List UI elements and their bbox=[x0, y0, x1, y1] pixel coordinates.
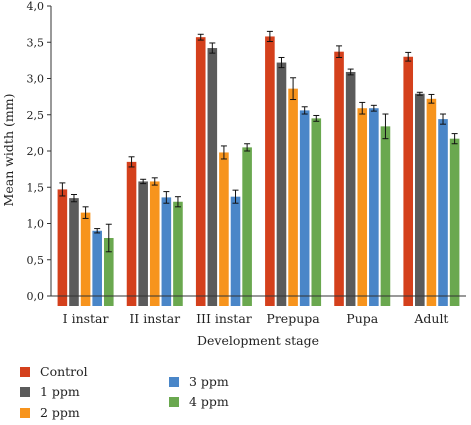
bar-3-ppm-ii-instar bbox=[161, 197, 172, 306]
legend-label: 2 ppm bbox=[40, 405, 80, 420]
legend-label: 1 ppm bbox=[40, 384, 80, 399]
legend-swatch bbox=[20, 387, 30, 397]
bar-2-ppm-prepupa bbox=[288, 88, 298, 307]
legend-label: 4 ppm bbox=[189, 394, 229, 409]
bar-1-ppm-prepupa bbox=[276, 62, 287, 306]
legend-swatch bbox=[20, 367, 30, 377]
legend-item: 1 ppm bbox=[20, 384, 80, 399]
x-axis-title: Development stage bbox=[197, 333, 319, 348]
error-bar bbox=[405, 51, 412, 62]
bar-2-ppm-iii-instar bbox=[219, 152, 229, 306]
bar-3-ppm-prepupa bbox=[299, 110, 310, 307]
bar-2-ppm-adult bbox=[426, 98, 437, 306]
legend-swatch bbox=[169, 397, 179, 407]
y-axis-title: Mean width (mm) bbox=[1, 94, 16, 207]
error-bar bbox=[428, 93, 435, 104]
error-bar bbox=[128, 156, 135, 168]
error-bar bbox=[163, 191, 170, 204]
error-bar bbox=[313, 114, 320, 122]
error-bar bbox=[105, 223, 112, 253]
error-bar bbox=[70, 194, 77, 203]
error-bar bbox=[174, 196, 181, 208]
y-tick-label: 0,0 bbox=[27, 290, 45, 303]
error-bar bbox=[347, 68, 354, 76]
y-tick-label: 2,5 bbox=[27, 109, 45, 122]
legend-item: 4 ppm bbox=[169, 394, 229, 409]
y-tick-label: 1,0 bbox=[27, 218, 45, 231]
bar-control-pupa bbox=[334, 51, 344, 306]
bar-4-ppm-iii-instar bbox=[242, 147, 252, 306]
bar-2-ppm-pupa bbox=[357, 108, 368, 306]
x-category-label: Prepupa bbox=[266, 311, 320, 326]
bar-control-ii-instar bbox=[126, 161, 137, 306]
error-bar bbox=[382, 113, 389, 140]
error-bar bbox=[232, 189, 239, 204]
error-bar bbox=[301, 106, 308, 115]
x-category-label: II instar bbox=[129, 311, 180, 326]
x-category-label: Pupa bbox=[346, 311, 378, 326]
bar-2-ppm-ii-instar bbox=[149, 181, 160, 306]
error-bar bbox=[278, 56, 285, 69]
y-tick-label: 2,0 bbox=[27, 145, 45, 158]
error-bar bbox=[59, 182, 66, 197]
error-bar bbox=[416, 91, 423, 96]
bar-1-ppm-ii-instar bbox=[138, 181, 148, 306]
legend-item: 2 ppm bbox=[20, 405, 80, 420]
bar-4-ppm-pupa bbox=[380, 126, 391, 306]
x-category-label: I instar bbox=[63, 311, 109, 326]
error-bar bbox=[140, 178, 147, 185]
error-bar bbox=[359, 101, 366, 115]
error-bar bbox=[336, 45, 343, 58]
y-tick-label: 3,5 bbox=[27, 36, 45, 49]
bar-3-ppm-i-instar bbox=[92, 230, 102, 306]
error-bar bbox=[440, 113, 447, 125]
y-tick-label: 0,5 bbox=[27, 254, 45, 267]
bar-4-ppm-ii-instar bbox=[173, 201, 183, 306]
bar-control-adult bbox=[403, 56, 414, 306]
bar-control-iii-instar bbox=[195, 37, 206, 307]
error-bar bbox=[82, 206, 89, 219]
bar-2-ppm-i-instar bbox=[80, 212, 91, 306]
error-bar bbox=[197, 33, 204, 41]
error-bar bbox=[151, 177, 158, 186]
error-bar bbox=[94, 228, 101, 234]
error-bar bbox=[220, 145, 227, 160]
legend-item: 3 ppm bbox=[169, 374, 229, 389]
bar-4-ppm-prepupa bbox=[311, 118, 322, 306]
x-axis: I instar II instar III instar Prepupa Pupa Ad… bbox=[51, 295, 466, 326]
legend-item: Control bbox=[20, 364, 88, 379]
error-bar bbox=[370, 104, 377, 112]
legend-swatch bbox=[20, 408, 30, 418]
error-bar bbox=[290, 77, 297, 101]
y-tick-label: 1,5 bbox=[27, 181, 45, 194]
error-bar bbox=[451, 133, 458, 145]
bar-1-ppm-pupa bbox=[345, 71, 356, 306]
bar-control-i-instar bbox=[57, 189, 68, 306]
bar-1-ppm-adult bbox=[415, 93, 425, 306]
y-axis: 0,0 0,5 1,0 1,5 2,0 2,5 3,0 3,5 4,0 bbox=[27, 0, 52, 303]
x-category-label: III instar bbox=[196, 311, 252, 326]
legend-label: Control bbox=[40, 364, 88, 379]
bar-1-ppm-i-instar bbox=[69, 198, 79, 306]
bar-1-ppm-iii-instar bbox=[207, 48, 218, 307]
bar-3-ppm-iii-instar bbox=[230, 196, 241, 306]
error-bar bbox=[266, 30, 273, 43]
y-tick-label: 4,0 bbox=[27, 0, 45, 13]
bar-3-ppm-adult bbox=[438, 119, 448, 306]
error-bar bbox=[209, 42, 216, 54]
bar-3-ppm-pupa bbox=[369, 108, 379, 306]
bar-control-prepupa bbox=[265, 36, 275, 306]
bar-4-ppm-i-instar bbox=[103, 238, 114, 306]
bar-4-ppm-adult bbox=[449, 138, 460, 306]
y-tick-label: 3,0 bbox=[27, 73, 45, 86]
legend-label: 3 ppm bbox=[189, 374, 229, 389]
legend-swatch bbox=[169, 377, 179, 387]
x-category-label: Adult bbox=[413, 311, 448, 326]
bars bbox=[57, 30, 460, 307]
legend: Control 1 ppm 2 ppm 3 ppm 4 ppm bbox=[20, 364, 229, 420]
error-bar bbox=[244, 143, 251, 152]
